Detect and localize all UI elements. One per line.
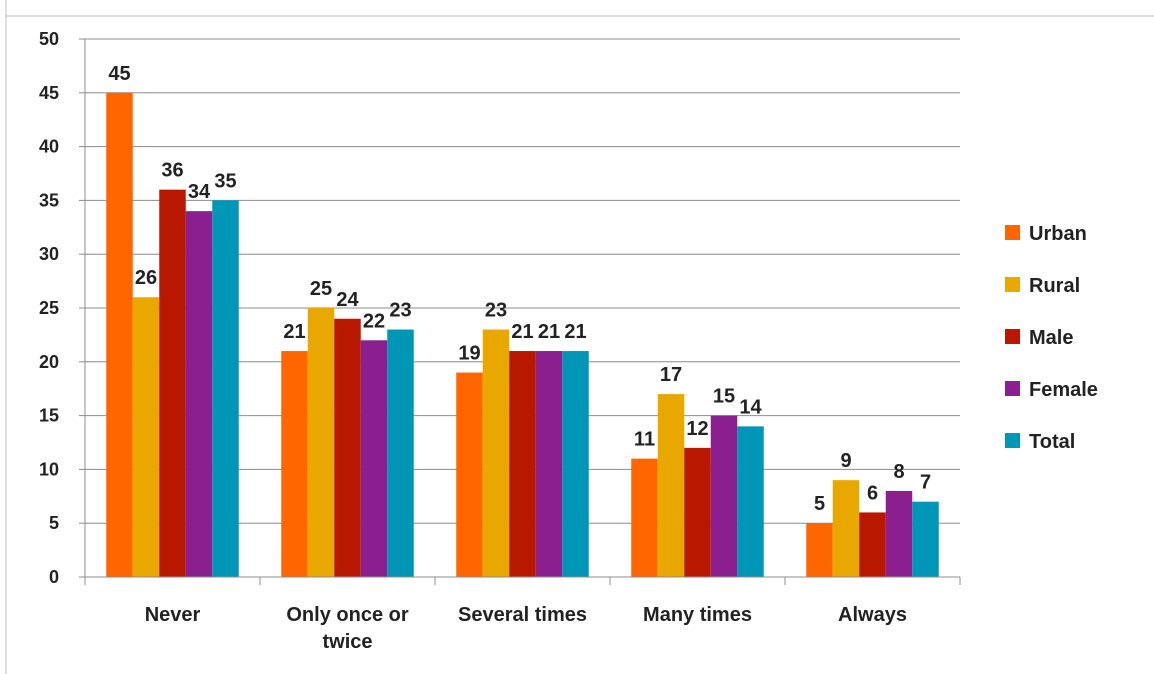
bar-rural bbox=[832, 480, 860, 577]
bar-female bbox=[185, 211, 213, 577]
bar-total bbox=[737, 426, 764, 577]
data-label: 14 bbox=[739, 396, 762, 418]
data-label: 21 bbox=[283, 321, 305, 343]
bar-male bbox=[334, 318, 361, 577]
data-label: 35 bbox=[214, 170, 236, 192]
bar-rural bbox=[307, 308, 335, 577]
legend-swatch-total[interactable] bbox=[1005, 433, 1020, 448]
y-tick-label: 0 bbox=[49, 567, 59, 587]
y-tick-label: 40 bbox=[39, 137, 59, 157]
data-label: 24 bbox=[336, 289, 359, 311]
bar-rural bbox=[482, 329, 510, 577]
data-label: 11 bbox=[634, 429, 655, 451]
legend-label-rural[interactable]: Rural bbox=[1029, 275, 1080, 297]
bar-urban bbox=[456, 372, 483, 577]
data-label: 9 bbox=[840, 450, 851, 472]
bar-female bbox=[885, 490, 913, 577]
data-label: 23 bbox=[389, 300, 411, 322]
y-tick-label: 50 bbox=[39, 29, 59, 49]
legend-label-female[interactable]: Female bbox=[1029, 379, 1098, 401]
bar-male bbox=[509, 351, 536, 577]
x-category-label: Many times bbox=[643, 604, 752, 626]
y-tick-label: 35 bbox=[39, 190, 59, 210]
x-category-label: Only once or twice bbox=[286, 604, 408, 653]
data-label: 26 bbox=[135, 267, 157, 289]
data-label: 45 bbox=[108, 63, 130, 85]
bar-urban bbox=[631, 458, 658, 577]
y-tick-label: 20 bbox=[39, 352, 59, 372]
bar-rural bbox=[657, 394, 685, 577]
data-label: 21 bbox=[511, 321, 533, 343]
bar-urban bbox=[806, 523, 833, 577]
data-label: 15 bbox=[713, 386, 735, 408]
legend-swatch-female[interactable] bbox=[1005, 381, 1020, 396]
y-axis: 0 5 10 15 20 25 30 35 40 45 50 bbox=[39, 29, 85, 587]
data-label: 21 bbox=[538, 321, 560, 343]
bars bbox=[106, 92, 939, 578]
data-label: 17 bbox=[660, 364, 682, 386]
y-tick-label: 25 bbox=[39, 298, 59, 318]
data-label: 34 bbox=[188, 181, 211, 203]
x-category-label: Never bbox=[145, 604, 201, 626]
x-axis: Never Only once or twice Several times Many … bbox=[84, 39, 961, 653]
data-label: 22 bbox=[363, 310, 385, 332]
data-label: 19 bbox=[458, 343, 480, 365]
bar-female bbox=[535, 351, 563, 577]
bar-male bbox=[859, 512, 886, 577]
legend-swatch-rural[interactable] bbox=[1005, 277, 1020, 292]
y-tick-label: 15 bbox=[39, 406, 59, 426]
data-label: 36 bbox=[161, 160, 183, 182]
bar-total bbox=[387, 329, 414, 577]
x-category-label: Several times bbox=[458, 604, 587, 626]
bar-total bbox=[212, 200, 239, 577]
x-category-label: Always bbox=[838, 604, 907, 626]
legend[interactable]: Urban Rural Male Female Total bbox=[1005, 223, 1098, 453]
bar-rural bbox=[132, 297, 160, 577]
bar-urban bbox=[281, 351, 308, 577]
y-tick-label: 10 bbox=[39, 459, 59, 479]
y-tick-label: 45 bbox=[39, 83, 59, 103]
data-label: 8 bbox=[893, 461, 904, 483]
bar-urban bbox=[106, 92, 133, 578]
legend-swatch-urban[interactable] bbox=[1005, 225, 1020, 240]
data-label: 25 bbox=[310, 278, 332, 300]
bar-male bbox=[159, 189, 186, 577]
bar-total bbox=[562, 351, 589, 577]
bar-total bbox=[912, 501, 939, 577]
legend-label-male[interactable]: Male bbox=[1029, 327, 1073, 349]
legend-label-urban[interactable]: Urban bbox=[1029, 223, 1087, 245]
y-tick-label: 30 bbox=[39, 244, 59, 264]
data-label: 7 bbox=[920, 472, 931, 494]
bar-female bbox=[710, 415, 738, 577]
legend-swatch-male[interactable] bbox=[1005, 329, 1020, 344]
data-label: 23 bbox=[485, 300, 507, 322]
data-label: 6 bbox=[867, 482, 878, 504]
bar-male bbox=[684, 447, 711, 577]
y-tick-label: 5 bbox=[49, 513, 59, 533]
bar-female bbox=[360, 340, 388, 577]
data-label: 5 bbox=[814, 493, 825, 515]
chart-border bbox=[5, 0, 1154, 17]
data-label: 12 bbox=[686, 418, 708, 440]
legend-label-total[interactable]: Total bbox=[1029, 431, 1075, 453]
data-label: 21 bbox=[564, 321, 586, 343]
